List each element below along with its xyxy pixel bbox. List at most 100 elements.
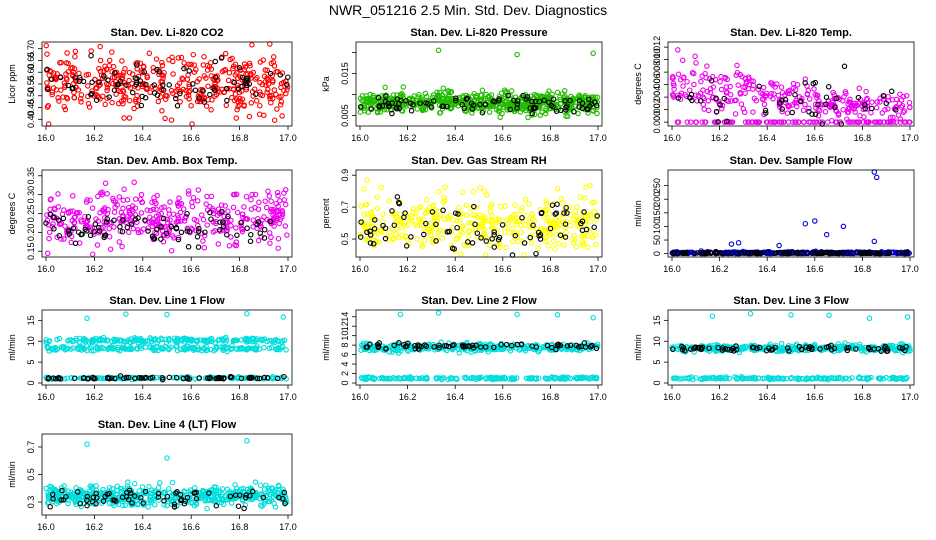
data-point (457, 217, 463, 223)
data-point (121, 93, 127, 100)
data-point (692, 344, 699, 351)
data-point (577, 194, 584, 200)
data-point (121, 345, 128, 351)
data-point (427, 232, 434, 239)
data-point (880, 375, 886, 382)
data-point (873, 105, 880, 111)
data-point (364, 229, 370, 236)
data-point (740, 106, 747, 112)
data-point (361, 186, 367, 192)
data-point (186, 61, 192, 68)
x-tick-label: 16.4 (758, 133, 776, 143)
data-point (243, 339, 250, 345)
data-point (111, 375, 118, 382)
data-point (416, 343, 423, 349)
data-point (259, 337, 265, 343)
data-point (523, 213, 530, 219)
data-point (278, 339, 285, 345)
data-point (858, 250, 864, 257)
series-ref (45, 373, 287, 383)
x-tick-label: 16.6 (806, 133, 824, 143)
y-tick-label: 0.55 (26, 75, 36, 93)
data-point (100, 93, 106, 100)
data-point (63, 60, 70, 66)
data-point (704, 63, 710, 69)
data-point (784, 250, 790, 257)
data-point (198, 212, 205, 218)
data-point (893, 249, 900, 256)
x-tick-label: 16.4 (134, 133, 152, 143)
data-point (553, 231, 559, 237)
data-point (693, 119, 700, 125)
data-point (409, 96, 416, 102)
data-point (385, 237, 392, 243)
data-point (421, 237, 428, 243)
data-point (159, 336, 165, 343)
data-point (201, 54, 207, 60)
data-point (91, 229, 97, 235)
data-point (203, 103, 210, 109)
x-tick-label: 16.6 (182, 264, 200, 274)
x-tick-label: 17.0 (279, 392, 297, 402)
data-point (904, 314, 911, 320)
data-point (802, 220, 809, 227)
data-point (185, 191, 192, 197)
data-point (727, 83, 733, 90)
data-point (56, 98, 62, 104)
data-point (708, 78, 715, 84)
data-point (582, 214, 588, 220)
data-point (264, 89, 270, 95)
data-point (825, 343, 832, 350)
data-point (863, 88, 869, 95)
data-point (564, 103, 570, 109)
data-point (185, 244, 192, 250)
data-point (142, 217, 148, 223)
x-tick-label: 16.2 (86, 264, 104, 274)
data-point (486, 217, 492, 224)
x-tick-label: 16.6 (806, 392, 824, 402)
data-point (468, 375, 475, 381)
data-point (579, 375, 585, 381)
data-point (394, 375, 400, 382)
data-point (238, 220, 244, 226)
data-point (153, 56, 160, 62)
data-point (139, 199, 146, 206)
data-point (229, 94, 235, 101)
data-point (389, 349, 395, 355)
data-point (563, 229, 569, 236)
data-point (722, 74, 729, 81)
data-point (688, 119, 694, 125)
data-point (520, 92, 526, 99)
y-tick-label: 0.000 (652, 111, 662, 134)
data-point (906, 119, 912, 125)
series-main (669, 47, 913, 125)
data-point (702, 375, 709, 382)
data-point (47, 196, 54, 203)
data-point (542, 226, 548, 232)
data-point (786, 250, 792, 257)
x-tick-label: 16.8 (542, 133, 560, 143)
data-point (175, 215, 182, 221)
data-point (124, 224, 131, 231)
data-point (106, 94, 112, 100)
data-point (401, 342, 407, 348)
data-point (358, 203, 364, 209)
data-point (542, 228, 548, 234)
data-point (866, 315, 873, 322)
data-point (188, 102, 194, 109)
data-point (176, 80, 183, 86)
data-point (729, 119, 735, 125)
data-point (590, 50, 596, 57)
data-point (236, 65, 243, 71)
data-point (263, 82, 269, 88)
data-point (537, 93, 544, 99)
data-point (436, 342, 442, 348)
data-point (514, 341, 521, 348)
data-point (221, 375, 227, 381)
data-point (394, 105, 400, 112)
data-point (671, 375, 678, 382)
data-point (889, 97, 896, 103)
data-point (186, 68, 192, 74)
y-tick-label: 0.15 (26, 242, 36, 260)
data-point (85, 213, 92, 220)
